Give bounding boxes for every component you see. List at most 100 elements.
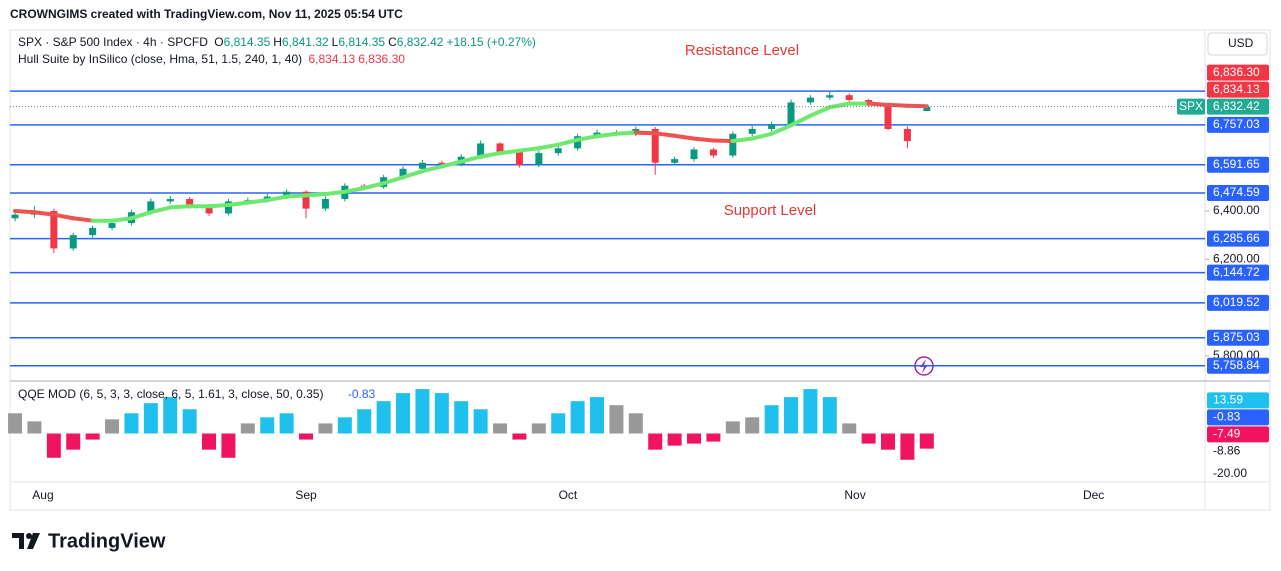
x-tick-label: Dec xyxy=(1083,488,1104,502)
symbol: SPX · S&P 500 Index · 4h · SPCFD xyxy=(18,35,208,49)
qqe-bar xyxy=(105,419,120,434)
hull-value: 6,834.13 xyxy=(308,52,356,66)
candle-body xyxy=(11,214,19,219)
price-tag-label: -7.49 xyxy=(1213,427,1241,441)
frame xyxy=(9,29,1271,511)
candle-body xyxy=(50,211,58,249)
qqe-bar xyxy=(8,413,23,434)
price-tag-label: 6,834.13 xyxy=(1213,82,1260,96)
hull-segment xyxy=(148,205,173,215)
price-tag-label: -20.00 xyxy=(1213,466,1247,480)
candle-body xyxy=(574,136,582,149)
hull-segment xyxy=(362,181,386,191)
candle-body xyxy=(108,223,116,228)
ohlc-value: 6,814.35 xyxy=(223,35,271,49)
legend-main: SPX · S&P 500 Index · 4h · SPCFD O6,814.… xyxy=(18,35,539,49)
hull-segment xyxy=(13,209,37,215)
hull-segment xyxy=(517,146,541,153)
qqe-bar xyxy=(803,389,818,434)
hull-segment xyxy=(226,200,250,207)
hull-segment xyxy=(789,113,813,128)
logo-icon xyxy=(12,533,40,549)
ohlc-value: 6,832.42 xyxy=(396,35,444,49)
qqe-bar xyxy=(764,405,779,434)
price-tag-label: 6,019.52 xyxy=(1213,295,1260,309)
candle-body xyxy=(787,102,795,125)
qqe-bar xyxy=(454,401,469,434)
x-tick-label: Sep xyxy=(295,488,317,502)
qqe-bar xyxy=(415,389,430,434)
candle-body xyxy=(205,206,213,214)
price-tag-label: 6,591.65 xyxy=(1213,157,1260,171)
hull-segment xyxy=(401,169,425,180)
price-tag-label: 6,836.30 xyxy=(1213,65,1260,79)
qqe-bar xyxy=(531,423,546,434)
price-tag xyxy=(1207,230,1269,247)
qqe-bar xyxy=(85,433,100,440)
symbol-tag-label: SPX xyxy=(1179,99,1203,113)
ohlc-value: 6,814.35 xyxy=(338,35,386,49)
hull-segment xyxy=(750,131,774,141)
qqe-bar xyxy=(318,423,333,434)
qqe-bar xyxy=(881,433,896,450)
price-tag xyxy=(1207,294,1269,311)
price-tag xyxy=(1207,392,1269,409)
annotation: Resistance Level xyxy=(685,42,799,59)
qqe-bar xyxy=(551,413,566,434)
candle-body xyxy=(399,168,407,178)
price-tag-label: -8.86 xyxy=(1213,444,1241,458)
qqe-bar xyxy=(66,433,81,450)
hull-segment xyxy=(51,212,76,221)
x-tick-label: Oct xyxy=(559,488,578,502)
qqe-bar xyxy=(861,433,876,444)
y-tick-label: 6,200.00 xyxy=(1213,251,1260,265)
price-tag xyxy=(1207,426,1269,443)
qqe-bar xyxy=(182,409,197,434)
qqe-bar xyxy=(745,417,760,434)
candle-body xyxy=(729,133,737,156)
hull-segment xyxy=(459,154,483,164)
qqe-bar xyxy=(299,433,314,440)
hull-segment xyxy=(498,148,522,156)
qqe-bar xyxy=(240,423,255,434)
hull-segment xyxy=(342,186,367,194)
qqe-bar xyxy=(725,421,740,434)
currency-button[interactable] xyxy=(1207,32,1268,56)
qqe-title: QQE MOD (6, 5, 3, 3, close, 6, 5, 1.61, … xyxy=(18,387,324,401)
qqe-bar xyxy=(667,433,682,446)
candle-body xyxy=(535,153,543,166)
price-tag xyxy=(1207,64,1269,81)
candle-body xyxy=(651,128,659,163)
qqe-bar xyxy=(396,393,411,434)
candle-body xyxy=(283,191,291,197)
hull-segment xyxy=(808,105,832,118)
hull-segment xyxy=(420,164,444,174)
hull-name: Hull Suite by InSilico (close, Hma, 51, … xyxy=(18,52,303,66)
candle-body xyxy=(302,191,310,209)
price-tag-label: 6,832.42 xyxy=(1213,99,1260,113)
hull-segment xyxy=(866,101,891,107)
hull-segment xyxy=(381,175,406,186)
candle-body xyxy=(496,143,504,152)
ohlc-key: H xyxy=(273,35,282,49)
hull-segment xyxy=(827,101,852,110)
candle-body xyxy=(166,198,174,202)
hull-segment xyxy=(265,194,289,203)
qqe-bar xyxy=(27,421,42,434)
qqe-bar xyxy=(609,405,624,434)
ohlc-key: O xyxy=(214,35,224,49)
qqe-bar xyxy=(376,401,391,434)
candle-body xyxy=(418,162,426,169)
hull-segment xyxy=(129,210,153,221)
qqe-bar xyxy=(357,409,372,434)
qqe-bar xyxy=(919,433,934,449)
candle-body xyxy=(69,235,77,249)
qqe-bar xyxy=(784,397,799,434)
hull-value: 6,836.30 xyxy=(358,52,405,66)
logo-text: TradingView xyxy=(48,530,166,552)
hull-segment xyxy=(110,216,134,223)
candle-body xyxy=(884,104,892,129)
hull-segment xyxy=(730,136,755,144)
qqe-value: -0.83 xyxy=(347,387,376,401)
